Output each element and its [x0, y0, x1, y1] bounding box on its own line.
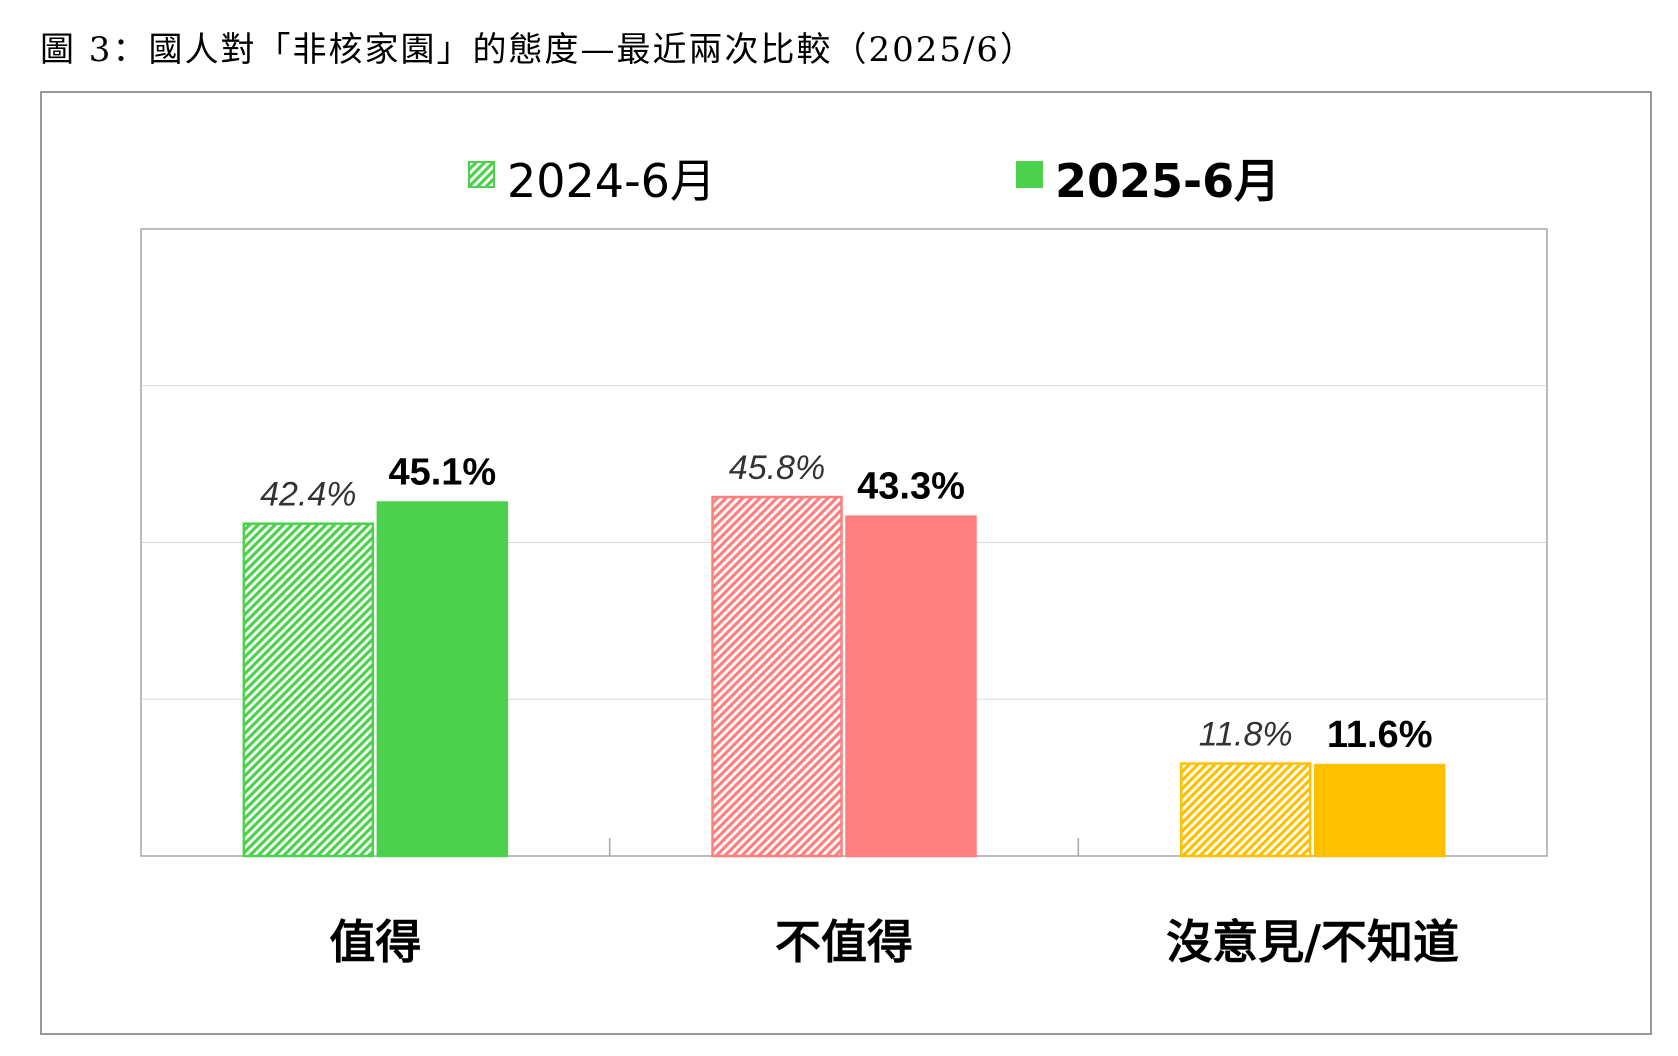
bar-curr-2 [1313, 763, 1446, 858]
bar-prev-2 [1179, 762, 1312, 858]
figure-title: 圖 3：國人對「非核家園」的態度—最近兩次比較（2025/6） [40, 30, 1037, 70]
legend-label: 2024-6月 [507, 154, 716, 208]
gridlines [142, 385, 1546, 700]
legend: 2024-6月 2025-6月 [468, 154, 1280, 208]
data-label: 43.3% [857, 466, 965, 508]
data-label: 42.4% [260, 476, 356, 514]
legend-label: 2025-6月 [1055, 154, 1280, 208]
data-label: 11.6% [1327, 714, 1433, 756]
legend-swatch [1016, 161, 1043, 188]
category-label: 不值得 [775, 915, 913, 969]
x-axis: 值得 不值得 沒意見/不知道 [329, 838, 1459, 969]
category-label: 值得 [329, 915, 421, 969]
bar-curr-1 [845, 515, 977, 858]
bar-curr-0 [376, 501, 509, 858]
bars [242, 495, 1446, 858]
data-label: 45.8% [729, 449, 825, 487]
bar-prev-0 [242, 522, 375, 858]
data-label: 45.1% [388, 452, 496, 494]
legend-swatch [468, 161, 495, 188]
data-labels: 42.4% 45.1% 45.8% 43.3% 11.8% 11.6% [260, 449, 1432, 756]
data-label: 11.8% [1199, 716, 1293, 754]
bar-prev-1 [711, 495, 843, 858]
category-label: 沒意見/不知道 [1166, 915, 1459, 969]
